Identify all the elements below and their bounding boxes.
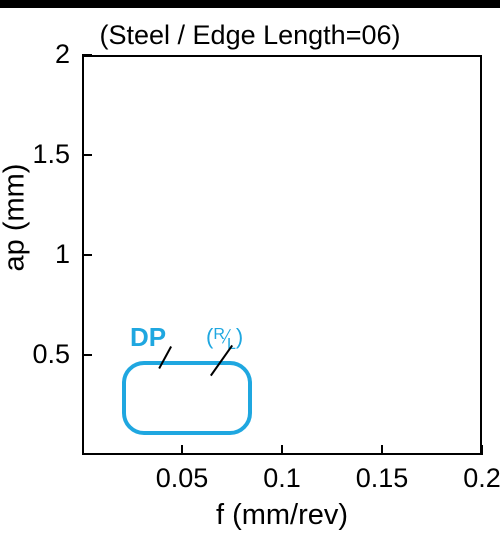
- x-axis-label: f (mm/rev): [82, 499, 482, 532]
- x-tick-label: 0.05: [156, 463, 209, 494]
- x-tick-label: 0.1: [263, 463, 301, 494]
- top-accent-bar: [0, 0, 500, 8]
- paren-close: ): [236, 324, 243, 349]
- y-tick-label: 1.5: [0, 139, 70, 170]
- x-tick-label: 0.2: [463, 463, 500, 494]
- chart-container: (Steel / Edge Length=06) ap (mm) f (mm/r…: [0, 0, 500, 552]
- y-tick: [82, 354, 92, 356]
- y-tick: [82, 254, 92, 256]
- y-tick-label: 0.5: [0, 339, 70, 370]
- y-tick-label: 1: [0, 239, 70, 270]
- x-tick-label: 0.15: [356, 463, 409, 494]
- x-tick: [181, 445, 183, 455]
- region-label-dp: DP: [130, 322, 166, 353]
- y-tick: [82, 54, 92, 56]
- region-label-rl: (R/L): [206, 324, 243, 350]
- x-tick: [381, 445, 383, 455]
- x-tick: [481, 445, 483, 455]
- region-box-dp: [122, 361, 252, 435]
- x-tick: [281, 445, 283, 455]
- y-tick: [82, 154, 92, 156]
- chart-title: (Steel / Edge Length=06): [0, 20, 500, 51]
- y-tick-label: 2: [0, 39, 70, 70]
